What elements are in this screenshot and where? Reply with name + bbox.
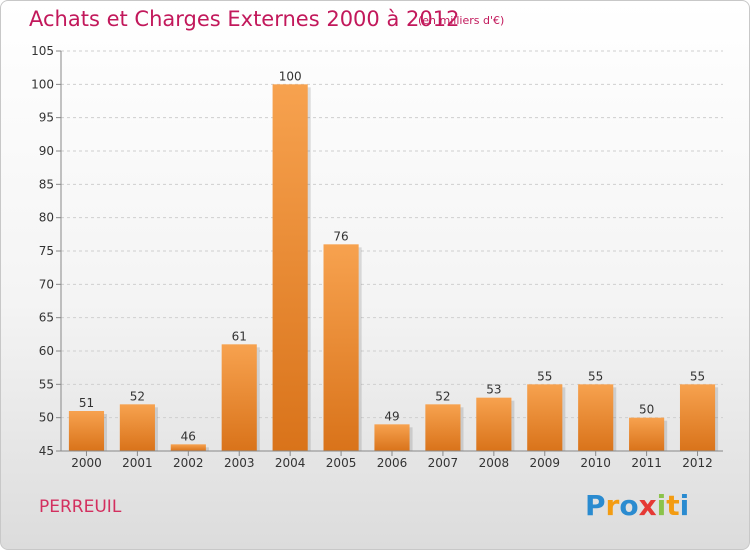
bar (221, 344, 257, 451)
bar (323, 244, 359, 451)
y-tick-label: 80 (39, 211, 54, 225)
bar-value-label: 100 (279, 69, 302, 83)
value-labels: 51 52 46 61 100 76 49 52 53 55 55 50 55 (79, 69, 705, 443)
bar-value-label: 55 (588, 369, 603, 383)
x-tick-label: 2006 (377, 456, 408, 470)
x-tick-label: 2005 (326, 456, 357, 470)
logo-letter: i (679, 489, 690, 522)
logo-letter: t (666, 489, 680, 522)
x-tick-label: 2011 (631, 456, 662, 470)
x-tick-label: 2002 (173, 456, 204, 470)
logo-letter: r (605, 489, 620, 522)
bar-value-label: 52 (435, 389, 450, 403)
bar-value-label: 50 (639, 403, 654, 417)
bar-value-label: 46 (181, 429, 196, 443)
chart-subtitle: (en milliers d'€) (418, 14, 505, 27)
y-tick-label: 65 (39, 311, 54, 325)
bar-value-label: 61 (232, 329, 247, 343)
bar (578, 384, 614, 451)
y-tick-label: 90 (39, 144, 54, 158)
y-axis-ticks: 45 50 55 60 65 70 75 80 85 90 95 100 105 (31, 44, 61, 458)
bar-value-label: 76 (333, 229, 348, 243)
x-tick-label: 2010 (580, 456, 611, 470)
bar-value-label: 52 (130, 389, 145, 403)
chart-title: Achats et Charges Externes 2000 à 2012 (29, 7, 460, 31)
bar (68, 411, 105, 451)
bar (527, 384, 563, 451)
y-tick-label: 45 (39, 444, 54, 458)
bar (170, 444, 206, 451)
y-tick-label: 50 (39, 411, 54, 425)
proxiti-logo: Proxiti (585, 489, 689, 522)
bar (272, 84, 308, 451)
bar (629, 417, 665, 451)
logo-letter: i (656, 489, 667, 522)
x-tick-label: 2000 (71, 456, 102, 470)
bar (374, 424, 410, 451)
y-tick-label: 100 (31, 77, 54, 91)
x-axis-ticks: 2000 2001 2002 2003 2004 2005 2006 2007 2008 2009… (71, 451, 713, 470)
logo-letter: P (585, 489, 606, 522)
x-tick-label: 2004 (275, 456, 306, 470)
grid-lines (61, 50, 723, 419)
bar (425, 404, 461, 451)
axes (60, 51, 723, 452)
x-tick-label: 2007 (428, 456, 459, 470)
place-name: PERREUIL (39, 497, 122, 517)
y-tick-label: 95 (39, 111, 54, 125)
x-tick-label: 2001 (122, 456, 153, 470)
bar (119, 404, 155, 451)
logo-letter: x (638, 489, 657, 522)
bar-value-label: 51 (79, 396, 94, 410)
x-tick-label: 2008 (479, 456, 510, 470)
bar-value-label: 53 (486, 383, 501, 397)
bar-value-label: 49 (384, 409, 399, 423)
bars (68, 84, 719, 451)
y-tick-label: 60 (39, 344, 54, 358)
y-tick-label: 85 (39, 177, 54, 191)
y-tick-label: 70 (39, 277, 54, 291)
y-tick-label: 55 (39, 377, 54, 391)
y-tick-label: 75 (39, 244, 54, 258)
bar-value-label: 55 (690, 369, 705, 383)
x-tick-label: 2003 (224, 456, 255, 470)
x-tick-label: 2012 (682, 456, 713, 470)
x-tick-label: 2009 (529, 456, 560, 470)
bar (476, 397, 512, 451)
bar (679, 384, 716, 451)
logo-letter: o (619, 489, 639, 522)
y-tick-label: 105 (31, 44, 54, 58)
bar-value-label: 55 (537, 369, 552, 383)
